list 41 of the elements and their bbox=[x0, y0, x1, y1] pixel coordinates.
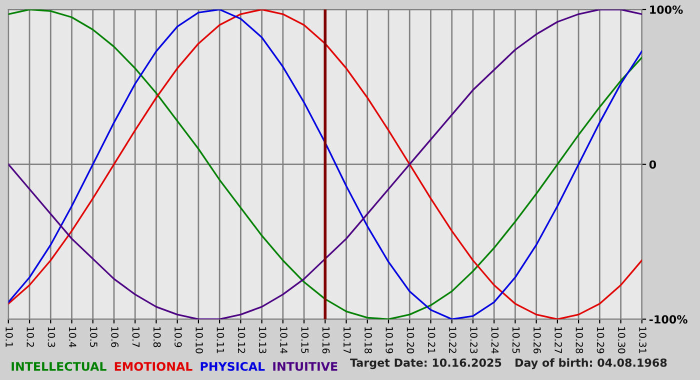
text: Target Date: 10.16.2025 bbox=[350, 358, 502, 370]
x-tick-label: 10.25 bbox=[512, 327, 520, 354]
x-tick-label: 10.8 bbox=[153, 327, 161, 348]
y-tick-label: -100% bbox=[649, 315, 688, 324]
x-tick-label: 10.24 bbox=[491, 327, 499, 354]
x-tick-label: 10.9 bbox=[174, 327, 182, 348]
x-tick-label: 10.27 bbox=[554, 327, 562, 354]
x-tick-label: 10.14 bbox=[280, 327, 288, 354]
x-tick-label: 10.19 bbox=[386, 327, 394, 354]
x-tick-label: 10.10 bbox=[196, 327, 203, 354]
x-tick-label: 10.1 bbox=[6, 327, 13, 347]
x-tick-label: 10.11 bbox=[216, 327, 224, 354]
x-tick-label: 10.26 bbox=[533, 327, 541, 354]
x-tick-label: 10.31 bbox=[639, 327, 646, 354]
x-tick-label: 10.5 bbox=[90, 327, 98, 347]
x-tick-label: 10.3 bbox=[48, 327, 56, 348]
text: INTELLECTUAL bbox=[12, 362, 106, 371]
text: PHYSICAL bbox=[200, 362, 265, 371]
x-tick-label: 10.4 bbox=[68, 327, 76, 348]
x-tick-label: 10.6 bbox=[111, 327, 119, 348]
x-tick-label: 10.7 bbox=[132, 327, 140, 347]
x-tick-label: 10.28 bbox=[576, 327, 584, 354]
x-tick-label: 10.29 bbox=[596, 327, 604, 354]
y-tick-label: 0 bbox=[649, 160, 656, 169]
x-tick-label: 10.18 bbox=[364, 327, 372, 354]
x-tick-label: 10.13 bbox=[258, 327, 266, 354]
line-series bbox=[8, 10, 642, 320]
x-tick-label: 10.17 bbox=[343, 327, 351, 354]
text: EMOTIONAL bbox=[114, 362, 192, 371]
x-tick-label: 10.21 bbox=[428, 327, 436, 354]
x-tick-label: 10.22 bbox=[449, 327, 456, 354]
x-tick-label: 10.20 bbox=[406, 327, 414, 354]
text: INTUITIVE bbox=[273, 362, 338, 371]
x-tick-label: 10.23 bbox=[470, 327, 478, 354]
x-tick-label: 10.30 bbox=[618, 327, 626, 354]
y-tick-label: 100% bbox=[650, 5, 683, 14]
x-tick-label: 10.2 bbox=[26, 327, 34, 347]
text: Day of birth: 04.08.1968 bbox=[516, 358, 667, 370]
x-tick-label: 10.12 bbox=[238, 327, 246, 354]
x-tick-label: 10.16 bbox=[322, 327, 330, 354]
x-tick-label: 10.15 bbox=[301, 327, 309, 354]
